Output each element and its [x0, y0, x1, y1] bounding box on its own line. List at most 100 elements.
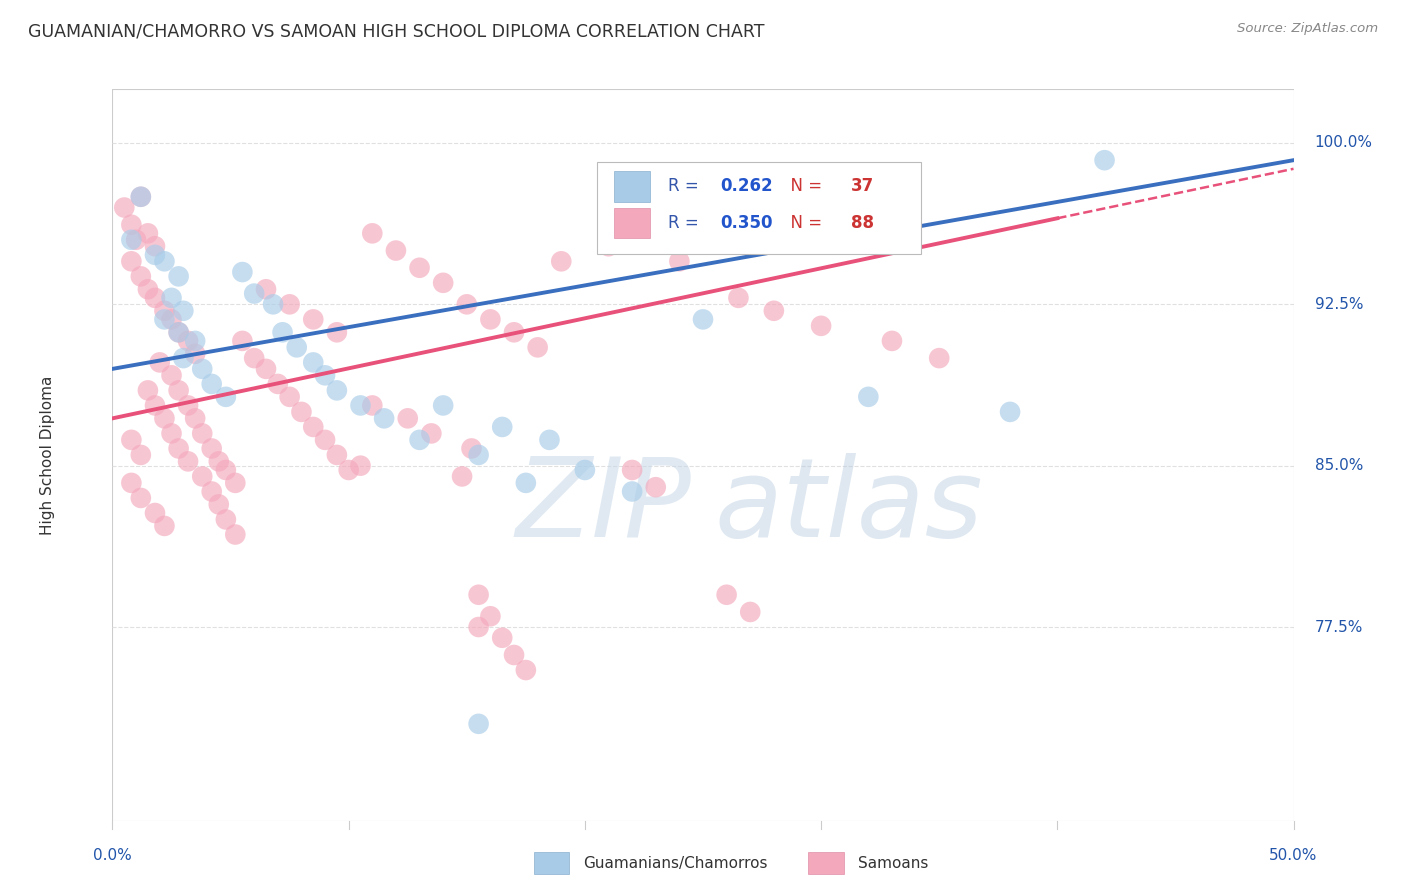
Point [177, 454, 200, 468]
Point [716, 588, 738, 602]
Point [129, 190, 152, 204]
Text: Samoans: Samoans [858, 856, 928, 871]
Point [120, 475, 142, 490]
Point [153, 411, 176, 425]
Text: 77.5%: 77.5% [1315, 620, 1362, 634]
Point [290, 405, 312, 419]
Point [302, 420, 325, 434]
Point [880, 334, 903, 348]
Point [460, 442, 482, 456]
Point [385, 244, 408, 258]
Point [278, 297, 301, 311]
Point [215, 463, 238, 477]
Point [928, 351, 950, 365]
Point [479, 312, 502, 326]
FancyBboxPatch shape [596, 162, 921, 253]
Point [692, 312, 714, 326]
Point [526, 340, 548, 354]
Point [243, 286, 266, 301]
Point [201, 376, 224, 391]
Point [314, 433, 336, 447]
Point [143, 239, 166, 253]
Point [160, 368, 183, 383]
Point [167, 326, 190, 340]
Point [479, 609, 502, 624]
Point [503, 648, 526, 662]
Point [349, 399, 371, 413]
Text: High School Diploma: High School Diploma [39, 376, 55, 534]
Point [191, 469, 214, 483]
Point [337, 463, 360, 477]
Point [408, 433, 430, 447]
Point [408, 260, 430, 275]
Point [420, 426, 443, 441]
Point [503, 326, 526, 340]
Point [160, 312, 183, 326]
Point [285, 340, 308, 354]
Point [574, 463, 596, 477]
Point [224, 527, 246, 541]
Point [243, 351, 266, 365]
Point [201, 484, 224, 499]
Point [668, 254, 690, 268]
Text: ZIP: ZIP [516, 452, 692, 559]
Point [112, 201, 135, 215]
Point [271, 326, 294, 340]
Point [361, 399, 384, 413]
Point [153, 519, 176, 533]
Point [215, 512, 238, 526]
Point [153, 303, 176, 318]
Point [621, 463, 644, 477]
Point [184, 347, 207, 361]
Point [224, 475, 246, 490]
Point [254, 282, 277, 296]
Point [550, 254, 572, 268]
Point [143, 399, 166, 413]
Point [136, 227, 159, 241]
Point [254, 362, 277, 376]
Text: 37: 37 [851, 178, 875, 195]
Point [515, 475, 537, 490]
Point [215, 390, 238, 404]
Point [191, 362, 214, 376]
Point [167, 269, 190, 284]
Point [314, 368, 336, 383]
Point [136, 384, 159, 398]
Point [467, 448, 489, 462]
Text: N =: N = [780, 178, 827, 195]
Text: 92.5%: 92.5% [1315, 297, 1362, 312]
Point [810, 318, 832, 333]
Point [120, 254, 142, 268]
Text: 0.262: 0.262 [721, 178, 773, 195]
Point [998, 405, 1021, 419]
FancyBboxPatch shape [614, 208, 650, 238]
Point [129, 491, 152, 505]
Point [373, 411, 395, 425]
Point [167, 442, 190, 456]
Point [762, 303, 785, 318]
Point [120, 233, 142, 247]
Point [278, 390, 301, 404]
Point [231, 265, 253, 279]
Point [231, 334, 253, 348]
Text: 50.0%: 50.0% [1270, 848, 1317, 863]
Point [361, 227, 384, 241]
Text: R =: R = [668, 214, 703, 232]
Point [120, 218, 142, 232]
Point [621, 484, 644, 499]
Point [143, 248, 166, 262]
Point [177, 334, 200, 348]
Text: 88: 88 [851, 214, 873, 232]
Point [326, 326, 349, 340]
Point [160, 426, 183, 441]
Point [326, 384, 349, 398]
Text: 85.0%: 85.0% [1315, 458, 1362, 473]
Point [302, 355, 325, 369]
Text: 0.0%: 0.0% [93, 848, 132, 863]
Point [432, 276, 454, 290]
Point [177, 399, 200, 413]
Point [1094, 153, 1116, 168]
Point [120, 433, 142, 447]
Point [262, 297, 284, 311]
Text: GUAMANIAN/CHAMORRO VS SAMOAN HIGH SCHOOL DIPLOMA CORRELATION CHART: GUAMANIAN/CHAMORRO VS SAMOAN HIGH SCHOOL… [28, 22, 765, 40]
